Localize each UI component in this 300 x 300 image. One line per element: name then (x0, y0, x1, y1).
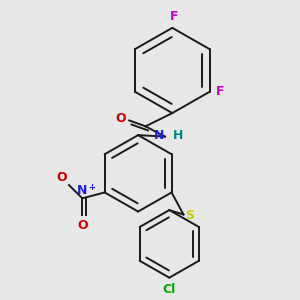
Text: Cl: Cl (163, 283, 176, 296)
Text: O: O (77, 219, 88, 232)
Text: O: O (116, 112, 126, 125)
Text: F: F (216, 85, 225, 98)
Text: H: H (173, 129, 184, 142)
Text: -: - (59, 168, 63, 178)
Text: S: S (185, 209, 194, 223)
Text: F: F (169, 10, 178, 22)
Text: +: + (88, 183, 95, 192)
Text: N: N (77, 184, 88, 197)
Text: O: O (57, 171, 68, 184)
Text: N: N (154, 129, 164, 142)
